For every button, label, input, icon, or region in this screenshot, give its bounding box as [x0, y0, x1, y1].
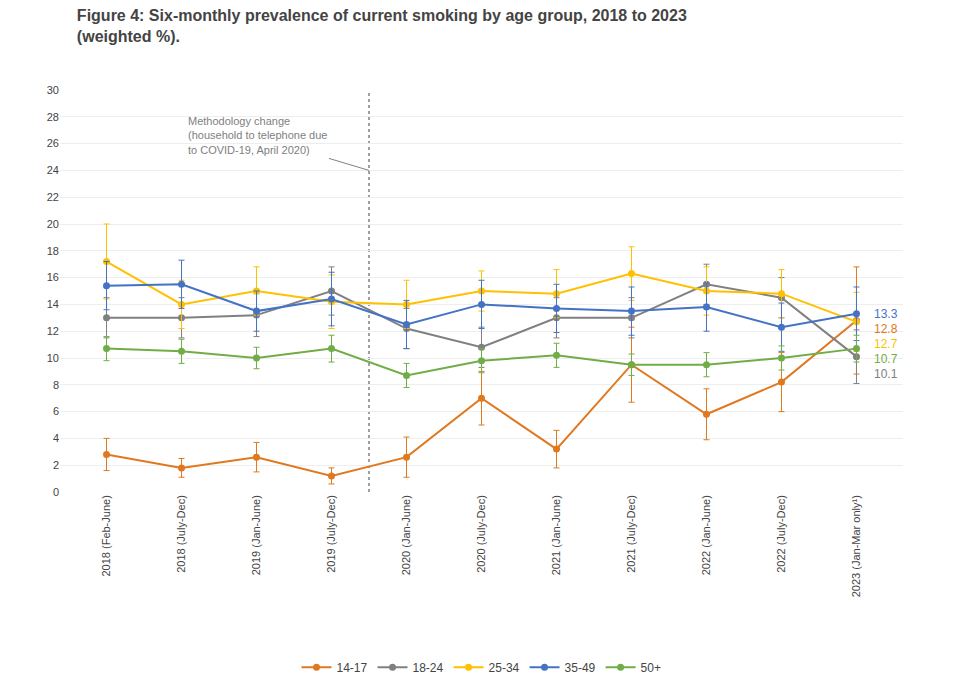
- svg-text:10.1: 10.1: [874, 367, 898, 381]
- svg-text:14: 14: [47, 298, 59, 310]
- svg-text:35-49: 35-49: [565, 661, 596, 675]
- svg-text:2018 (Feb-June): 2018 (Feb-June): [100, 495, 112, 576]
- svg-text:50+: 50+: [641, 661, 661, 675]
- svg-text:16: 16: [47, 271, 59, 283]
- svg-text:12: 12: [47, 325, 59, 337]
- svg-text:2020 (July-Dec): 2020 (July-Dec): [475, 495, 487, 573]
- svg-text:2022 (Jan-June): 2022 (Jan-June): [700, 495, 712, 575]
- svg-text:Figure 4: Six-monthly prevalen: Figure 4: Six-monthly prevalence of curr…: [77, 7, 687, 45]
- svg-text:4: 4: [53, 432, 59, 444]
- svg-text:8: 8: [53, 379, 59, 391]
- svg-text:12.8: 12.8: [874, 322, 898, 336]
- svg-text:0: 0: [53, 486, 59, 498]
- svg-text:2019 (July-Dec): 2019 (July-Dec): [325, 495, 337, 573]
- svg-text:2021 (July-Dec): 2021 (July-Dec): [625, 495, 637, 573]
- svg-text:Methodology change(household t: Methodology change(household to telephon…: [188, 115, 327, 156]
- svg-text:2020 (Jan-June): 2020 (Jan-June): [400, 495, 412, 575]
- svg-text:14-17: 14-17: [337, 661, 368, 675]
- svg-text:10: 10: [47, 352, 59, 364]
- svg-text:13.3: 13.3: [874, 307, 898, 321]
- svg-text:6: 6: [53, 405, 59, 417]
- svg-text:24: 24: [47, 164, 59, 176]
- svg-text:18-24: 18-24: [413, 661, 444, 675]
- svg-text:26: 26: [47, 137, 59, 149]
- svg-text:10.7: 10.7: [874, 352, 898, 366]
- svg-text:20: 20: [47, 218, 59, 230]
- svg-text:25-34: 25-34: [489, 661, 520, 675]
- svg-text:2018 (July-Dec): 2018 (July-Dec): [175, 495, 187, 573]
- svg-text:12.7: 12.7: [874, 337, 898, 351]
- svg-text:22: 22: [47, 191, 59, 203]
- svg-text:18: 18: [47, 245, 59, 257]
- svg-text:28: 28: [47, 111, 59, 123]
- svg-text:2022 (July-Dec): 2022 (July-Dec): [775, 495, 787, 573]
- svg-text:2: 2: [53, 459, 59, 471]
- svg-text:30: 30: [47, 84, 59, 96]
- svg-text:2019 (Jan-June): 2019 (Jan-June): [250, 495, 262, 575]
- svg-text:2021 (Jan-June): 2021 (Jan-June): [550, 495, 562, 575]
- svg-text:2023 (Jan-Mar only¹): 2023 (Jan-Mar only¹): [850, 495, 862, 597]
